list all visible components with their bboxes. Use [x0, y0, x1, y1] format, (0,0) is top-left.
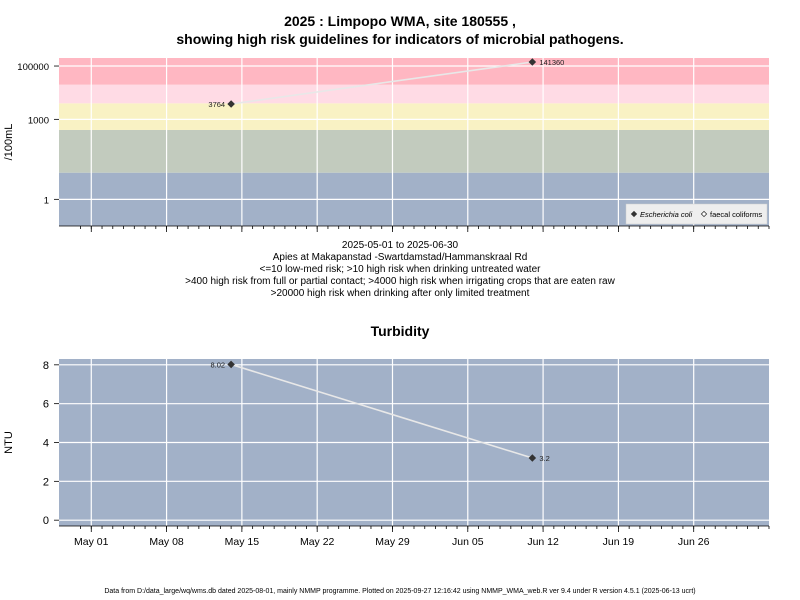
- x-tick-label-7: Jun 19: [603, 536, 635, 548]
- risk-band-4: [59, 58, 769, 85]
- data-label-0-0: 8.02: [211, 360, 226, 369]
- x-tick-label-4: May 29: [375, 536, 410, 548]
- y-tick-label-2: 100000: [17, 62, 49, 73]
- risk-band-1: [59, 129, 769, 173]
- data-point-0-0: [227, 360, 235, 369]
- data-point-0-1: [528, 58, 537, 66]
- x-tick-label-8: Jun 26: [678, 536, 710, 548]
- series-line-0: [231, 61, 533, 105]
- figure-title-line-1: 2025 : Limpopo WMA, site 180555 ,: [284, 13, 516, 29]
- data-point-0-0: [227, 100, 235, 108]
- series-line-0: [230, 363, 533, 459]
- y-tick-label-4: 8: [43, 360, 49, 372]
- legend-label-0: Escherichia coli: [640, 210, 692, 219]
- legend-marker-1: [700, 210, 708, 218]
- risk-band-2: [59, 103, 769, 130]
- guideline-text-1: <=10 low-med risk; >10 high risk when dr…: [259, 264, 541, 275]
- date-range-text: 2025-05-01 to 2025-06-30: [341, 240, 459, 251]
- legend-label-1: faecal coliforms: [710, 210, 762, 219]
- data-point-0-1: [528, 454, 537, 462]
- legend-box: [625, 203, 768, 225]
- data-label-0-0: 3764: [208, 100, 225, 109]
- guideline-text-2: >400 high risk from full or partial cont…: [185, 276, 615, 287]
- y-tick-label-0: 0: [43, 515, 49, 527]
- y-tick-label-2: 4: [43, 438, 49, 450]
- y-axis-label: /100mL: [3, 124, 15, 161]
- x-tick-label-0: May 01: [74, 536, 109, 548]
- guideline-text-3: >20000 high risk when drinking after onl…: [270, 288, 530, 299]
- data-label-0-1: 3.2: [539, 454, 549, 463]
- y-axis-label: NTU: [3, 431, 15, 454]
- x-tick-label-3: May 22: [300, 536, 335, 548]
- y-tick-label-1: 2: [43, 476, 49, 488]
- x-tick-label-2: May 15: [225, 536, 260, 548]
- risk-band-3: [59, 84, 769, 104]
- turbidity-title: Turbidity: [370, 323, 430, 339]
- y-tick-label-3: 6: [43, 399, 49, 411]
- y-tick-label-1: 1000: [28, 115, 49, 126]
- footer-note: Data from D:/data_large/wq/wms.db dated …: [104, 588, 696, 595]
- x-tick-label-5: Jun 05: [452, 536, 484, 548]
- data-label-0-1: 141360: [539, 58, 564, 67]
- turbidity-chart: May 01 May 08 May 15 May 22 May 29 Jun 05 Jun …: [3, 359, 770, 548]
- y-tick-label-0: 1: [44, 195, 49, 206]
- x-tick-label-1: May 08: [149, 536, 184, 548]
- x-tick-label-6: Jun 12: [527, 536, 559, 548]
- site-name-text: Apies at Makapanstad -Swartdamstad/Hamma…: [272, 252, 528, 263]
- legend-marker-0: [630, 210, 638, 218]
- figure-title-line-2: showing high risk guidelines for indicat…: [176, 31, 624, 47]
